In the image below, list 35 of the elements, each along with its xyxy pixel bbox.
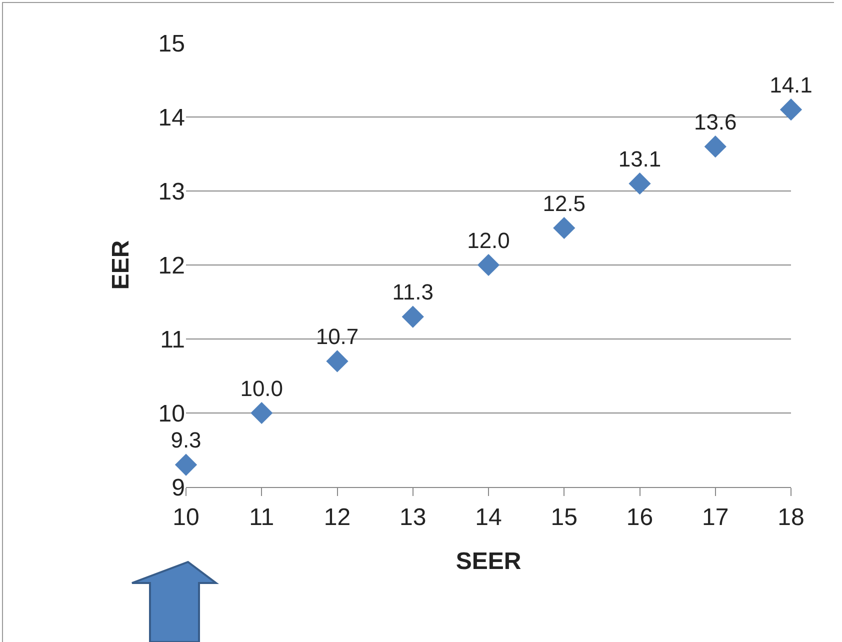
point <box>174 454 198 476</box>
y-tick-label: 10 <box>158 400 185 428</box>
y-tick-label: 9 <box>172 474 185 502</box>
point <box>628 172 651 195</box>
point <box>477 254 500 276</box>
point <box>780 98 802 121</box>
x-tick-label: 16 <box>626 504 654 531</box>
data-label: 12.0 <box>467 228 510 253</box>
x-tick-label: 13 <box>400 504 426 531</box>
data-label: 12.5 <box>542 190 586 216</box>
y-tick-label: 12 <box>158 252 185 280</box>
y-tick-label: 13 <box>158 178 185 206</box>
x-tick-label: 17 <box>702 504 729 531</box>
data-label: 13.1 <box>618 146 662 172</box>
point <box>553 216 576 240</box>
x-tick-label: 11 <box>249 504 274 531</box>
data-label: 14.1 <box>770 72 812 98</box>
y-tick-label: 14 <box>158 104 185 132</box>
y-tick-label: 15 <box>158 30 185 58</box>
y-tick-label: 11 <box>160 326 185 354</box>
x-tick-label: 18 <box>778 504 804 531</box>
x-axis-title: SEER <box>456 548 522 576</box>
data-label: 13.6 <box>694 109 737 134</box>
point <box>402 306 424 328</box>
point <box>250 402 273 424</box>
data-label: 10.0 <box>240 376 284 401</box>
data-label: 10.7 <box>316 324 359 350</box>
data-label: 11.3 <box>392 280 434 305</box>
x-tick-label: 14 <box>475 504 502 531</box>
point <box>704 136 726 158</box>
data-label: 9.3 <box>170 428 202 453</box>
y-axis-title: EER <box>107 240 134 290</box>
x-tick-label: 12 <box>324 504 351 531</box>
x-tick-label: 15 <box>550 504 578 531</box>
point <box>326 350 348 372</box>
